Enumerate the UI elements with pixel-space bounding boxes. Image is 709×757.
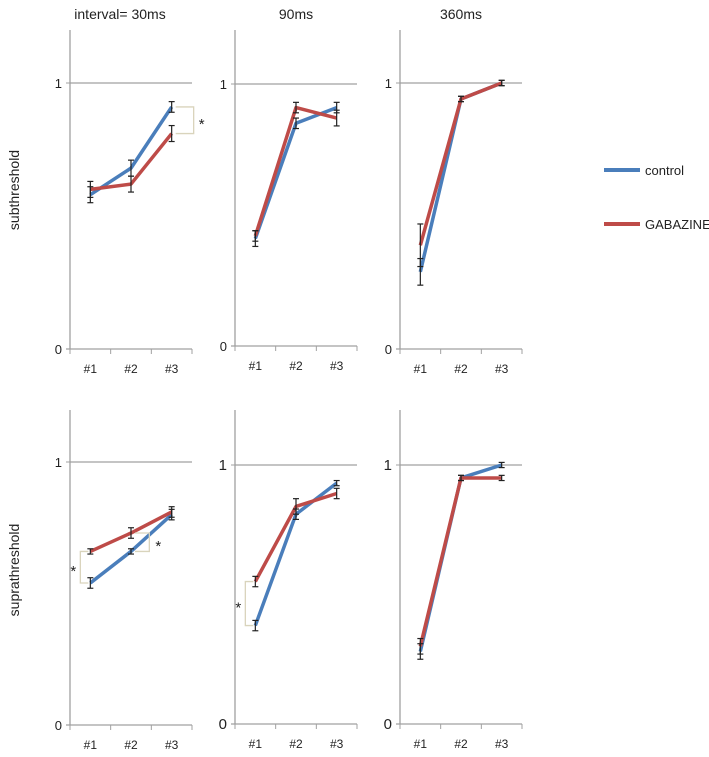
error-bar-control <box>333 479 340 487</box>
x-tick-label: #2 <box>124 738 138 752</box>
y-tick-label: 1 <box>55 76 62 91</box>
y-tick-label: 0 <box>55 718 62 733</box>
error-bar-gabazine <box>252 230 259 242</box>
significance-star: * <box>70 563 76 580</box>
x-tick-label: #3 <box>165 362 179 376</box>
panel-5: 0 1 #1 #2 #3 * <box>219 410 358 751</box>
error-bar-gabazine <box>168 124 175 143</box>
x-tick-label: #1 <box>84 362 98 376</box>
significance-star: * <box>155 538 161 555</box>
error-bar-control <box>87 577 94 589</box>
error-bar-gabazine <box>87 548 94 555</box>
y-tick-label: 0 <box>55 342 62 357</box>
legend: control GABAZINE <box>604 163 709 232</box>
x-tick-label: #1 <box>414 737 428 751</box>
error-bar-gabazine <box>333 487 340 500</box>
x-tick-label: #1 <box>249 737 263 751</box>
error-bar-control <box>293 117 299 130</box>
x-tick-label: #3 <box>495 362 509 376</box>
y-tick-label: 1 <box>220 77 227 92</box>
x-tick-label: #2 <box>289 359 303 373</box>
y-tick-label: 1 <box>384 457 392 474</box>
error-bar-gabazine <box>417 637 424 655</box>
row-label-suprathreshold: suprathreshold <box>6 524 22 617</box>
y-tick-label: 0 <box>219 716 227 733</box>
error-bar-gabazine <box>168 506 175 518</box>
x-tick-label: #1 <box>414 362 428 376</box>
significance-star: * <box>235 600 241 617</box>
x-tick-label: #3 <box>495 737 509 751</box>
x-tick-label: #2 <box>124 362 138 376</box>
panel-2: 0 1 #1 #2 #3 <box>220 30 358 373</box>
significance-bracket <box>244 580 254 627</box>
x-tick-label: #2 <box>289 737 303 751</box>
y-tick-label: 0 <box>384 716 392 733</box>
significance-bracket <box>135 532 150 553</box>
panel-4: 0 1 #1 #2 #3 * * <box>55 410 193 752</box>
y-tick-label: 0 <box>385 342 392 357</box>
x-tick-label: #1 <box>249 359 263 373</box>
series-line-control <box>418 463 503 652</box>
x-tick-label: #1 <box>84 738 98 752</box>
y-tick-label: 1 <box>219 457 227 474</box>
y-tick-label: 1 <box>55 455 62 470</box>
error-bar-control <box>252 619 259 632</box>
error-bar-gabazine <box>293 101 299 114</box>
x-tick-label: #3 <box>165 738 179 752</box>
error-bar-gabazine <box>128 527 134 539</box>
panel-3: 0 1 #1 #2 #3 <box>385 30 523 376</box>
error-bar-gabazine <box>498 474 505 482</box>
x-tick-label: #3 <box>330 359 344 373</box>
significance-bracket <box>175 106 195 135</box>
significance-bracket <box>79 550 89 584</box>
error-bar-control <box>128 548 134 555</box>
y-tick-label: 1 <box>385 76 392 91</box>
legend-label-gabazine: GABAZINE <box>645 217 709 232</box>
error-bar-control <box>498 461 505 469</box>
error-bar-gabazine <box>128 175 134 193</box>
column-title-30ms: interval= 30ms <box>74 6 165 22</box>
error-bar-gabazine <box>252 575 259 588</box>
error-bar-gabazine <box>333 109 340 127</box>
column-title-90ms: 90ms <box>279 6 313 22</box>
panel-6: 0 1 #1 #2 #3 <box>384 410 523 751</box>
series-line-control <box>418 81 503 273</box>
series-line-gabazine <box>418 476 502 647</box>
legend-label-control: control <box>645 163 684 178</box>
x-tick-label: #3 <box>330 737 344 751</box>
error-bar-gabazine <box>498 79 505 87</box>
error-bar-gabazine <box>458 95 464 103</box>
significance-star: * <box>199 116 205 133</box>
error-bar-gabazine <box>458 474 464 482</box>
row-label-subthreshold: subthreshold <box>6 150 22 230</box>
error-bar-gabazine <box>87 180 94 198</box>
error-bar-gabazine <box>293 498 299 515</box>
column-title-360ms: 360ms <box>440 6 482 22</box>
x-tick-label: #2 <box>454 737 468 751</box>
x-tick-label: #2 <box>454 362 468 376</box>
panel-1: 0 1 #1 #2 #3 * <box>55 30 205 376</box>
error-bar-gabazine <box>417 223 424 268</box>
error-bar-control <box>168 101 175 113</box>
y-tick-label: 0 <box>220 339 227 354</box>
